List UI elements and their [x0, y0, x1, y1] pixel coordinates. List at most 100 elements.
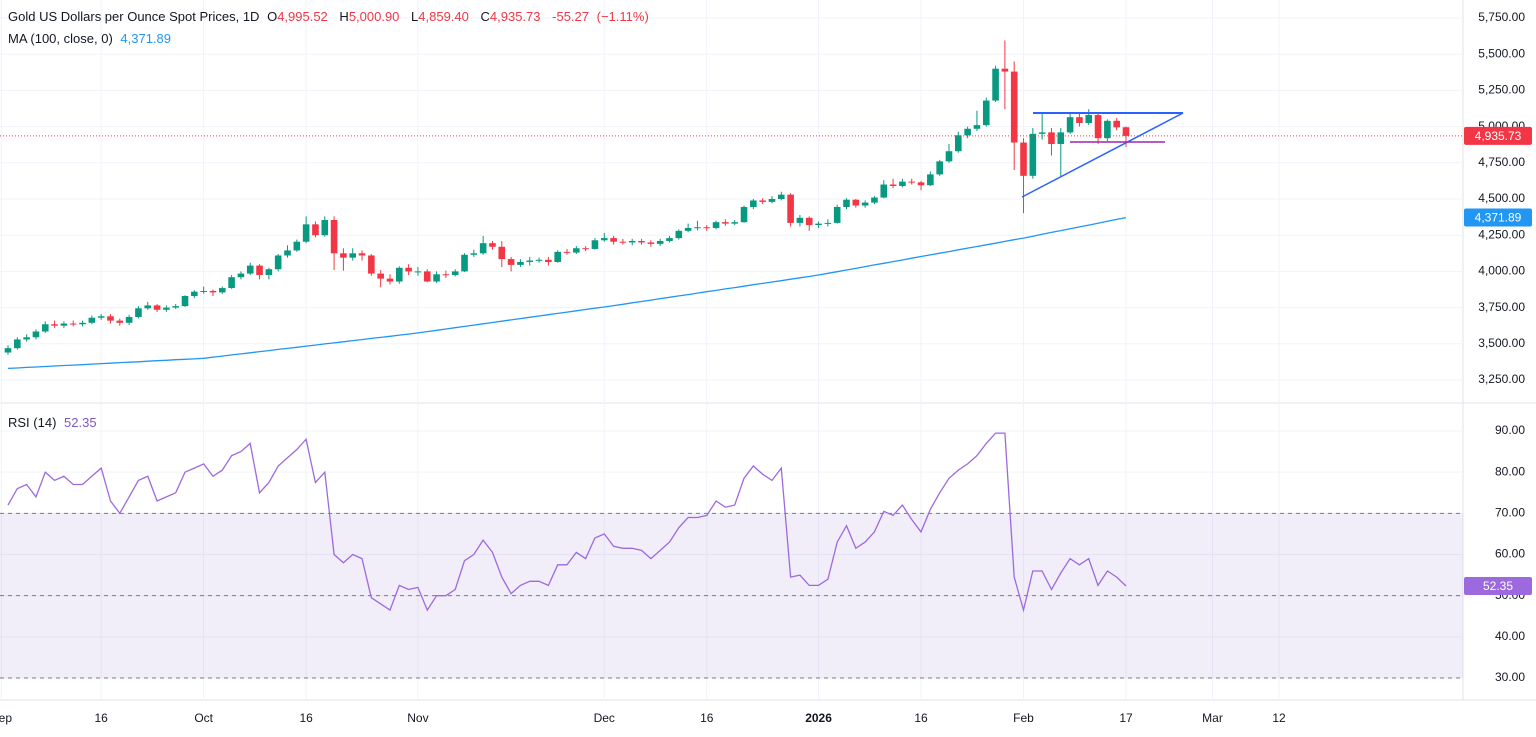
candle-body [79, 322, 86, 325]
candle-body [1001, 68, 1009, 72]
candle-body [656, 240, 664, 244]
candle-body [209, 290, 217, 293]
candle-body [843, 199, 850, 207]
y-tick-label: 4,500.00 [1478, 191, 1525, 205]
candle-body [191, 291, 198, 297]
moving-average-line [7, 216, 1127, 370]
candle-body [237, 273, 245, 278]
x-tick-label: Dec [594, 711, 615, 725]
y-tick-label: 3,250.00 [1478, 372, 1525, 386]
candle-body [1066, 117, 1074, 133]
y-tick-label: 4,250.00 [1478, 227, 1525, 241]
candle-body [573, 248, 580, 253]
candle-body [181, 296, 189, 307]
price-tag-label: 52.35 [1483, 579, 1513, 593]
y-tick-label: 3,750.00 [1478, 300, 1525, 314]
candle-body [246, 265, 254, 274]
candle-body [135, 308, 142, 318]
price-tag [1464, 208, 1532, 227]
candle-body [218, 288, 226, 293]
x-tick-label: Sep [0, 711, 12, 725]
legend-value: 5,000.90 [348, 9, 400, 24]
candle-body [256, 265, 263, 276]
y-tick-label: 60.00 [1495, 547, 1525, 561]
candle-body [927, 174, 934, 186]
legend-key: C [480, 9, 490, 24]
candle-body [51, 324, 58, 326]
candle-body [1029, 133, 1037, 176]
candle-body [396, 267, 403, 282]
candle-body [1048, 132, 1055, 144]
legend-change-pct: (−1.11%) [596, 9, 649, 24]
candle-body [284, 250, 291, 256]
candle-body [125, 317, 133, 323]
candle-body [14, 339, 21, 349]
candle-body [498, 246, 506, 260]
candle-body [777, 194, 785, 199]
rsi-legend: RSI (14) 52.35 [8, 415, 101, 430]
candle-body [97, 316, 105, 318]
x-tick-label: 16 [299, 711, 313, 725]
candle-body [750, 200, 757, 207]
candle-body [489, 243, 496, 247]
candle-body [405, 267, 412, 272]
candle-body [1010, 71, 1018, 143]
candle-body [1104, 120, 1111, 139]
candle-body [619, 241, 627, 243]
price-tag-label: 4,371.89 [1475, 211, 1522, 225]
drawing-tools [1021, 112, 1184, 198]
candle-body [116, 320, 124, 323]
candle-body [973, 125, 981, 129]
candle-body [293, 241, 301, 251]
candle-body [545, 259, 552, 262]
candle-body [228, 277, 235, 289]
legend-value: 4,995.52 [277, 9, 328, 24]
candle-body [675, 230, 683, 239]
candle-body [358, 253, 366, 256]
candle-body [23, 337, 30, 340]
candle-body [880, 184, 888, 198]
trend-line [1021, 112, 1184, 198]
y-tick-label: 5,250.00 [1478, 83, 1525, 97]
y-tick-label: 40.00 [1495, 629, 1525, 643]
candle-body [712, 222, 720, 228]
candle-body [517, 261, 524, 265]
candle-body [638, 240, 645, 243]
candle-body [69, 323, 77, 325]
candle-body [833, 206, 841, 223]
x-tick-label: 12 [1272, 711, 1286, 725]
candle-body [1122, 127, 1130, 136]
candle-body [526, 260, 534, 262]
candle-body [824, 222, 832, 224]
price-tag-label: 4,935.73 [1475, 129, 1522, 143]
candle-body [349, 253, 357, 258]
candle-body [554, 251, 561, 262]
candle-body [274, 255, 282, 270]
candle-body [368, 255, 375, 274]
ma-legend: MA (100, close, 0) 4,371.89 [8, 31, 175, 46]
legend-key: L [411, 9, 419, 24]
candle-body [768, 199, 776, 202]
candle-body [144, 305, 152, 309]
y-tick-label: 80.00 [1495, 464, 1525, 478]
candle-body [889, 184, 897, 186]
legend-key: O [267, 9, 278, 24]
candle-body [982, 100, 990, 126]
candle-body [908, 181, 916, 183]
candle-body [666, 238, 673, 241]
rsi-value: 52.35 [64, 415, 97, 430]
x-tick-label: 2026 [805, 711, 832, 725]
candle-body [694, 227, 701, 229]
candle-body [1094, 115, 1102, 139]
candle-body [32, 331, 40, 338]
candle-body [265, 269, 273, 276]
y-tick-label: 5,500.00 [1478, 46, 1525, 60]
candle-body [955, 135, 962, 152]
candle-body [60, 323, 68, 326]
candle-body [470, 253, 478, 255]
candle-body [507, 259, 515, 265]
ma-name: MA (100, close, 0) [8, 31, 113, 46]
candle-body [852, 199, 860, 206]
candle-body [992, 68, 999, 101]
candle-body [759, 200, 766, 202]
